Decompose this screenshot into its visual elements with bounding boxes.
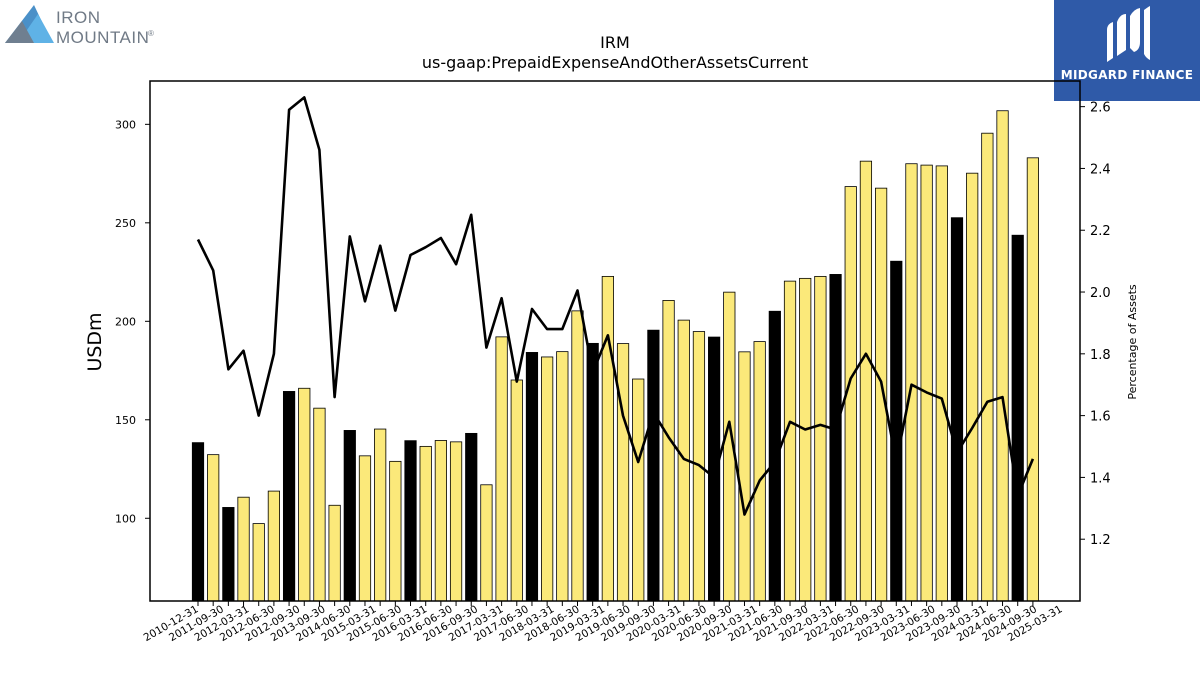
bar	[1026, 157, 1039, 602]
bar	[662, 300, 675, 602]
bar	[875, 187, 888, 602]
midgard-emblem-icon	[1107, 6, 1150, 62]
bar	[389, 460, 402, 602]
chart-subtitle: us-gaap:PrepaidExpenseAndOtherAssetsCurr…	[422, 53, 808, 72]
bar	[708, 336, 721, 602]
bar	[237, 496, 250, 602]
bar	[313, 407, 326, 602]
bar	[343, 430, 356, 602]
bar	[404, 440, 417, 602]
bar	[449, 441, 463, 602]
x-axis-ticks: 2010-12-312011-09-302012-03-312012-06-30…	[142, 601, 1065, 644]
bar	[799, 277, 812, 602]
percentage-line	[196, 96, 1035, 516]
bar	[495, 336, 508, 602]
logo-line2: MOUNTAIN	[56, 28, 149, 47]
plot-frame	[149, 80, 1081, 602]
bar	[222, 507, 235, 602]
midgard-finance-logo: MIDGARD FINANCE	[1054, 0, 1200, 101]
bar-series	[191, 110, 1039, 602]
bar	[465, 432, 478, 602]
bar	[252, 523, 265, 602]
bar	[480, 484, 493, 602]
iron-mountain-logo: IRON MOUNTAIN ®	[4, 4, 174, 48]
y-tick-label: 200	[115, 315, 136, 328]
bar	[890, 260, 903, 602]
line-series	[196, 96, 1035, 516]
bar	[556, 351, 569, 602]
y2-tick-label: 2.4	[1090, 162, 1111, 177]
y2-tick-label: 2.0	[1090, 286, 1111, 301]
bar	[996, 110, 1009, 602]
y2-tick-label: 2.6	[1090, 101, 1111, 116]
mountain-icon: IRON MOUNTAIN ®	[5, 5, 154, 47]
left-axis-ticks: 100 150 200 250 300	[115, 118, 150, 525]
bar	[419, 445, 432, 602]
y2-tick-label: 1.6	[1090, 410, 1111, 425]
y-axis-label: USDm	[84, 312, 106, 371]
bar	[541, 356, 554, 602]
bar	[829, 274, 842, 602]
bar	[328, 504, 341, 602]
bar	[374, 428, 387, 602]
right-axis-ticks: 1.2 1.4 1.6 1.8 2.0 2.2 2.4 2.6	[1080, 101, 1111, 548]
bar	[282, 391, 296, 602]
bar	[207, 454, 220, 602]
bar	[191, 442, 205, 602]
bar	[753, 341, 766, 602]
bar	[768, 310, 781, 602]
logo-line1: IRON	[56, 8, 101, 27]
y2-axis-label: Percentage of Assets	[1126, 284, 1139, 400]
y2-tick-label: 1.8	[1090, 348, 1111, 363]
bar	[783, 280, 797, 602]
bar	[571, 310, 584, 602]
bar	[616, 343, 630, 602]
y-tick-label: 150	[115, 414, 136, 427]
y2-tick-label: 1.4	[1090, 471, 1111, 486]
bar	[434, 440, 447, 602]
logo-registered-mark: ®	[148, 29, 154, 38]
bar	[647, 329, 660, 602]
bar	[525, 352, 539, 602]
bar	[950, 217, 964, 602]
y-tick-label: 100	[115, 512, 136, 525]
bar	[935, 165, 948, 602]
midgard-brand-text: MIDGARD FINANCE	[1060, 68, 1194, 82]
chart-title: IRM	[600, 33, 630, 52]
bar	[814, 275, 827, 602]
bar	[1011, 234, 1024, 602]
y2-tick-label: 1.2	[1090, 533, 1111, 548]
y2-tick-label: 2.2	[1090, 224, 1111, 239]
bar	[859, 160, 873, 602]
bar	[298, 387, 311, 602]
bar	[905, 163, 918, 602]
bar	[601, 275, 614, 602]
bar	[510, 379, 523, 602]
bar	[267, 490, 281, 602]
bar	[358, 455, 372, 602]
y-tick-label: 250	[115, 217, 136, 230]
bar	[981, 132, 994, 602]
bar	[966, 172, 979, 602]
bar	[920, 164, 933, 602]
bar	[586, 342, 599, 602]
bar	[738, 351, 751, 602]
y-tick-label: 300	[115, 118, 136, 131]
bar	[632, 378, 645, 602]
